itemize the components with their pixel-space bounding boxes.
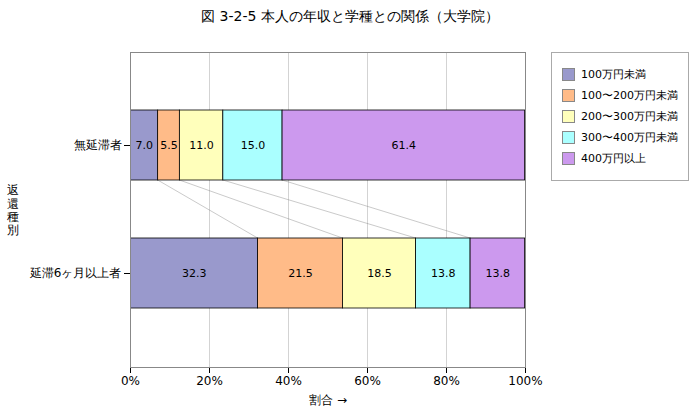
svg-text:60%: 60%: [354, 374, 381, 388]
html-text:300〜400万円未満: 300〜400万円未満: [581, 131, 678, 144]
svg-text:無延滞者: 無延滞者: [74, 138, 122, 152]
html-text:200〜300万円未満: 200〜300万円未満: [581, 110, 678, 123]
svg-text:5.5: 5.5: [160, 139, 178, 152]
svg-text:21.5: 21.5: [288, 267, 313, 280]
svg-text:11.0: 11.0: [189, 139, 214, 152]
html-text:100万円未満: 100万円未満: [581, 68, 646, 81]
svg-text:延滞6ヶ月以上者: 延滞6ヶ月以上者: [29, 266, 122, 280]
svg-text:7.0: 7.0: [136, 139, 154, 152]
svg-text:100%: 100%: [508, 374, 542, 388]
html-text:400万円以上: 400万円以上: [581, 152, 646, 165]
svg-text:61.4: 61.4: [392, 139, 417, 152]
svg-text:13.8: 13.8: [486, 267, 511, 280]
svg-text:割合 →: 割合 →: [309, 393, 347, 407]
svg-text:20%: 20%: [196, 374, 223, 388]
html-text:図 3-2-5 本人の年収と学種との関係（大学院）: 図 3-2-5 本人の年収と学種との関係（大学院）: [201, 8, 499, 24]
svg-text:返還種別: 返還種別: [7, 183, 19, 237]
svg-text:0%: 0%: [121, 374, 140, 388]
svg-text:18.5: 18.5: [367, 267, 392, 280]
svg-text:40%: 40%: [275, 374, 302, 388]
svg-text:13.8: 13.8: [431, 267, 456, 280]
svg-text:15.0: 15.0: [241, 139, 266, 152]
svg-text:32.3: 32.3: [182, 267, 207, 280]
html-text:100〜200万円未満: 100〜200万円未満: [581, 89, 678, 102]
svg-text:80%: 80%: [433, 374, 460, 388]
